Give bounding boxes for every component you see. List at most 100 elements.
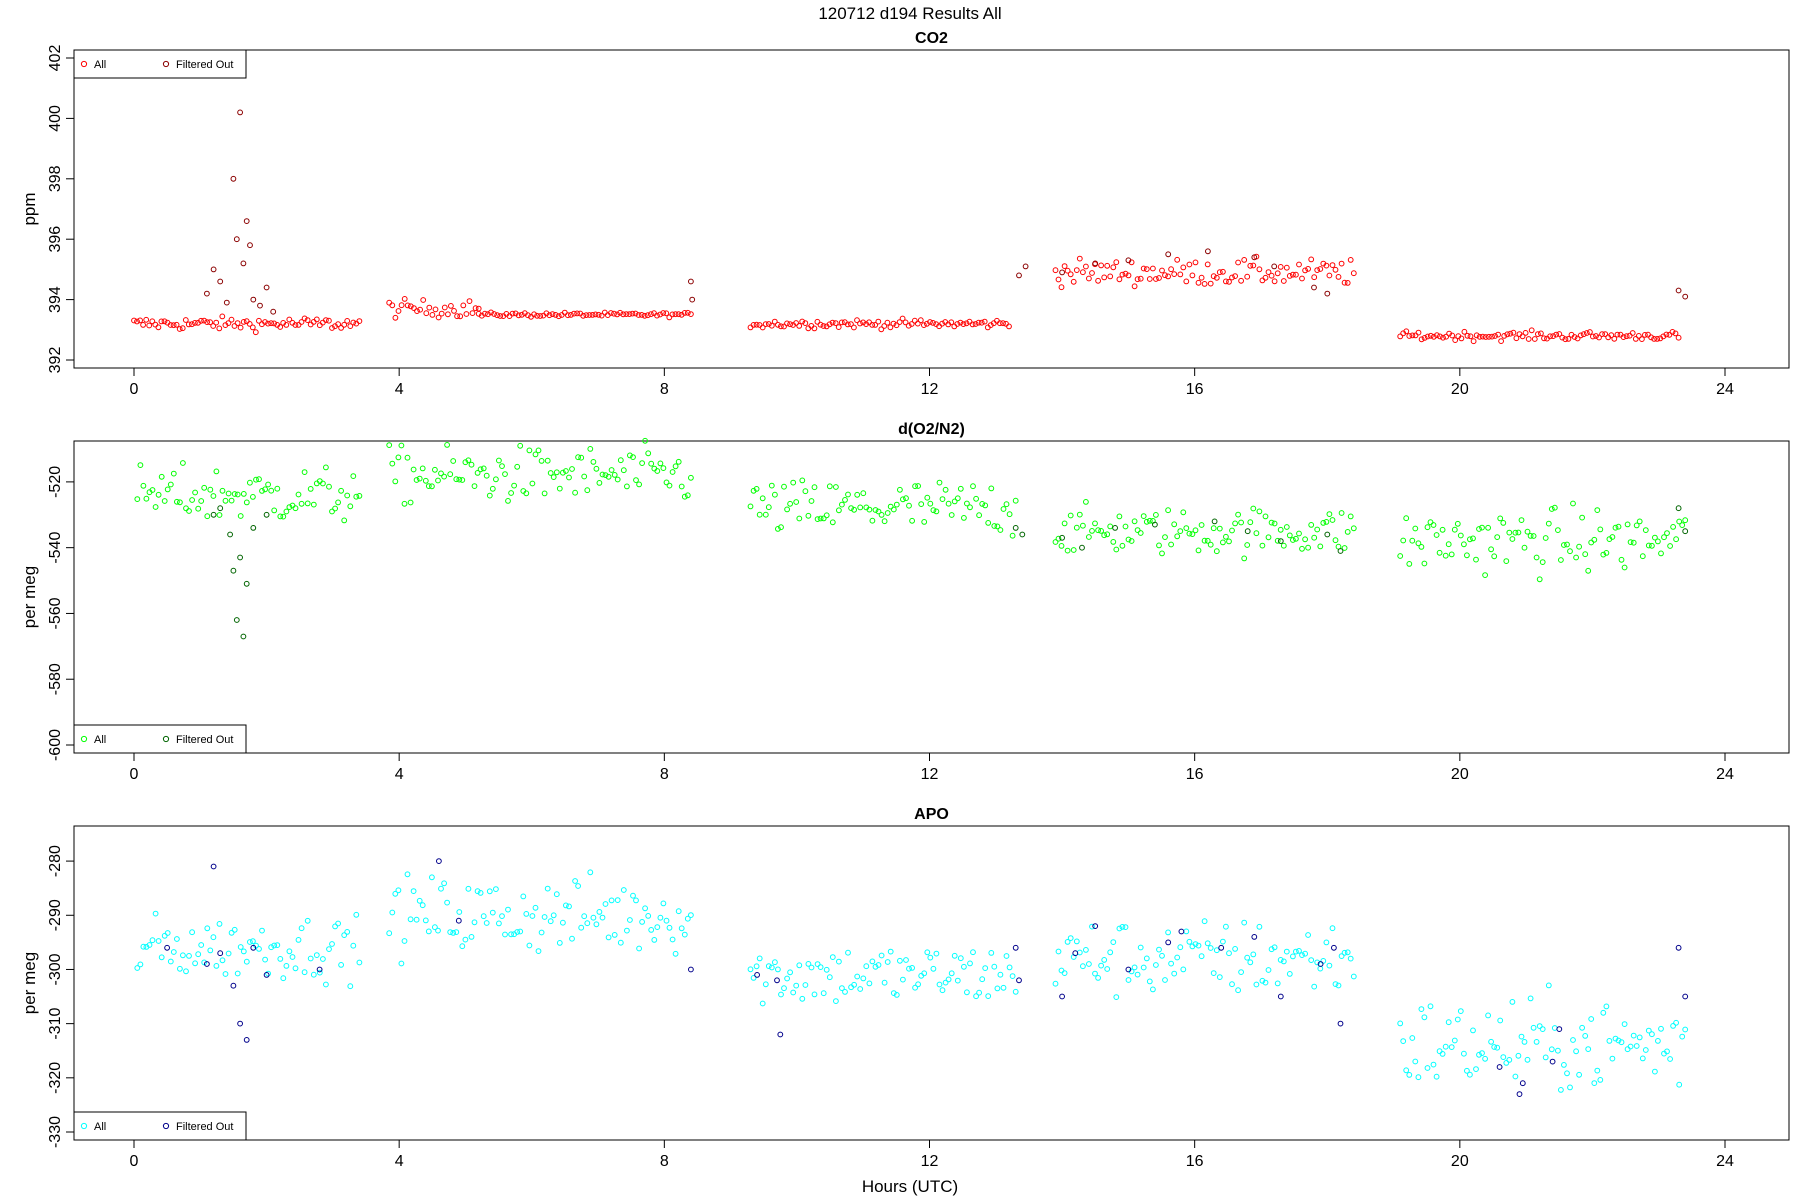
data-point-all [219, 313, 226, 320]
data-point-all [672, 463, 679, 470]
data-point-all [553, 891, 560, 898]
data-point-all [1623, 333, 1630, 340]
data-point-all [549, 311, 556, 318]
data-point-all [829, 319, 836, 326]
data-point-all [182, 317, 189, 323]
legend: All Filtered Out [73, 1111, 247, 1141]
data-point-all [1277, 264, 1284, 270]
data-point-all [1131, 283, 1138, 290]
data-point-all [1080, 269, 1086, 276]
data-point-all [1089, 528, 1095, 534]
data-point-all [875, 318, 882, 325]
series-points [131, 109, 1689, 345]
data-point-all [1055, 276, 1062, 283]
data-point-all [1058, 543, 1065, 549]
legend-marker [80, 735, 88, 743]
data-point-all [386, 442, 393, 449]
data-point-all [1198, 522, 1205, 528]
data-point-all [630, 454, 636, 461]
data-point-all [648, 311, 654, 318]
data-point-all [924, 320, 930, 327]
data-point-all [493, 476, 499, 483]
data-point-all [547, 470, 554, 476]
data-point-all [1467, 1071, 1473, 1078]
data-point-all [771, 318, 778, 325]
data-point-all [392, 890, 399, 897]
data-point-all [1317, 543, 1324, 550]
data-point-all [1403, 1067, 1410, 1074]
data-point-all [1314, 959, 1321, 966]
data-point-filtered-out [1059, 993, 1065, 1000]
x-tick-label: 0 [130, 381, 139, 398]
data-point-all [295, 322, 302, 328]
data-point-all [957, 955, 964, 962]
data-point-all [1636, 1034, 1643, 1041]
data-point-all [981, 318, 988, 325]
data-point-filtered-out [240, 260, 247, 267]
data-point-all [447, 929, 454, 935]
data-point-all [884, 319, 891, 326]
data-point-all [155, 938, 162, 944]
data-point-all [316, 322, 323, 329]
data-point-all [450, 930, 457, 936]
data-point-all [630, 892, 636, 899]
legend-marker [162, 60, 170, 68]
y-tick-label: -300 [47, 953, 64, 985]
data-point-all [624, 927, 630, 934]
data-point-all [765, 963, 772, 969]
data-point-all [1089, 923, 1095, 930]
data-point-all [274, 485, 281, 492]
data-point-all [497, 313, 504, 319]
data-point-filtered-out [688, 278, 694, 285]
data-point-filtered-out [217, 278, 224, 285]
data-point-all [1216, 269, 1223, 276]
data-point-all [1626, 332, 1633, 339]
data-point-all [253, 476, 259, 483]
data-point-all [1564, 541, 1570, 548]
data-point-all [1564, 1070, 1570, 1077]
data-point-all [286, 504, 293, 511]
data-point-all [835, 324, 842, 331]
data-point-all [529, 913, 536, 919]
data-point-all [611, 932, 618, 938]
data-point-all [491, 311, 498, 317]
data-point-all [811, 325, 818, 332]
data-point-all [1397, 553, 1404, 559]
data-point-all [201, 484, 208, 491]
data-point-all [143, 316, 150, 323]
data-point-all [1305, 932, 1311, 938]
data-point-all [1585, 567, 1592, 574]
data-point-all [590, 459, 597, 465]
data-point-all [475, 305, 482, 312]
data-point-all [1621, 564, 1628, 571]
data-point-all [1098, 528, 1104, 534]
x-tick-label: 0 [130, 1153, 139, 1170]
data-point-all [869, 322, 876, 328]
data-point-all [1146, 517, 1153, 524]
data-point-all [1561, 1062, 1567, 1068]
data-point-all [234, 970, 241, 977]
data-point-all [323, 317, 329, 324]
data-point-all [250, 938, 256, 945]
data-point-all [1165, 273, 1171, 280]
data-point-all [636, 481, 642, 488]
data-point-all [629, 310, 636, 317]
data-point-all [638, 312, 645, 318]
data-point-all [195, 951, 202, 958]
data-point-all [1080, 522, 1086, 529]
data-point-all [1250, 505, 1257, 512]
data-point-all [1679, 522, 1686, 528]
data-point-all [1642, 332, 1648, 338]
data-point-all [332, 505, 339, 512]
data-point-all [1229, 527, 1235, 534]
y-tick-label: -540 [47, 532, 64, 564]
data-point-all [1083, 263, 1089, 270]
data-point-all [1274, 270, 1281, 277]
data-point-all [775, 526, 781, 532]
data-point-all [1461, 1050, 1467, 1057]
data-point-all [642, 437, 648, 444]
data-point-filtered-out [1125, 966, 1132, 973]
data-point-all [1323, 519, 1330, 525]
data-point-all [1223, 923, 1229, 930]
x-tick-label: 4 [395, 381, 404, 398]
